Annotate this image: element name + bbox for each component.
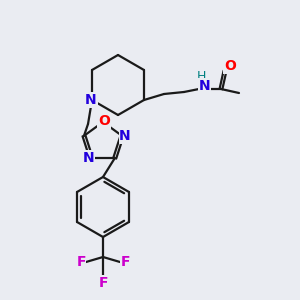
Text: N: N (85, 93, 97, 107)
Text: H: H (196, 70, 206, 83)
Text: O: O (224, 59, 236, 73)
Text: N: N (82, 151, 94, 165)
Text: F: F (98, 276, 108, 290)
Text: F: F (120, 255, 130, 269)
Text: N: N (119, 129, 131, 143)
Text: O: O (98, 114, 110, 128)
Text: N: N (199, 79, 211, 93)
Text: F: F (76, 255, 86, 269)
